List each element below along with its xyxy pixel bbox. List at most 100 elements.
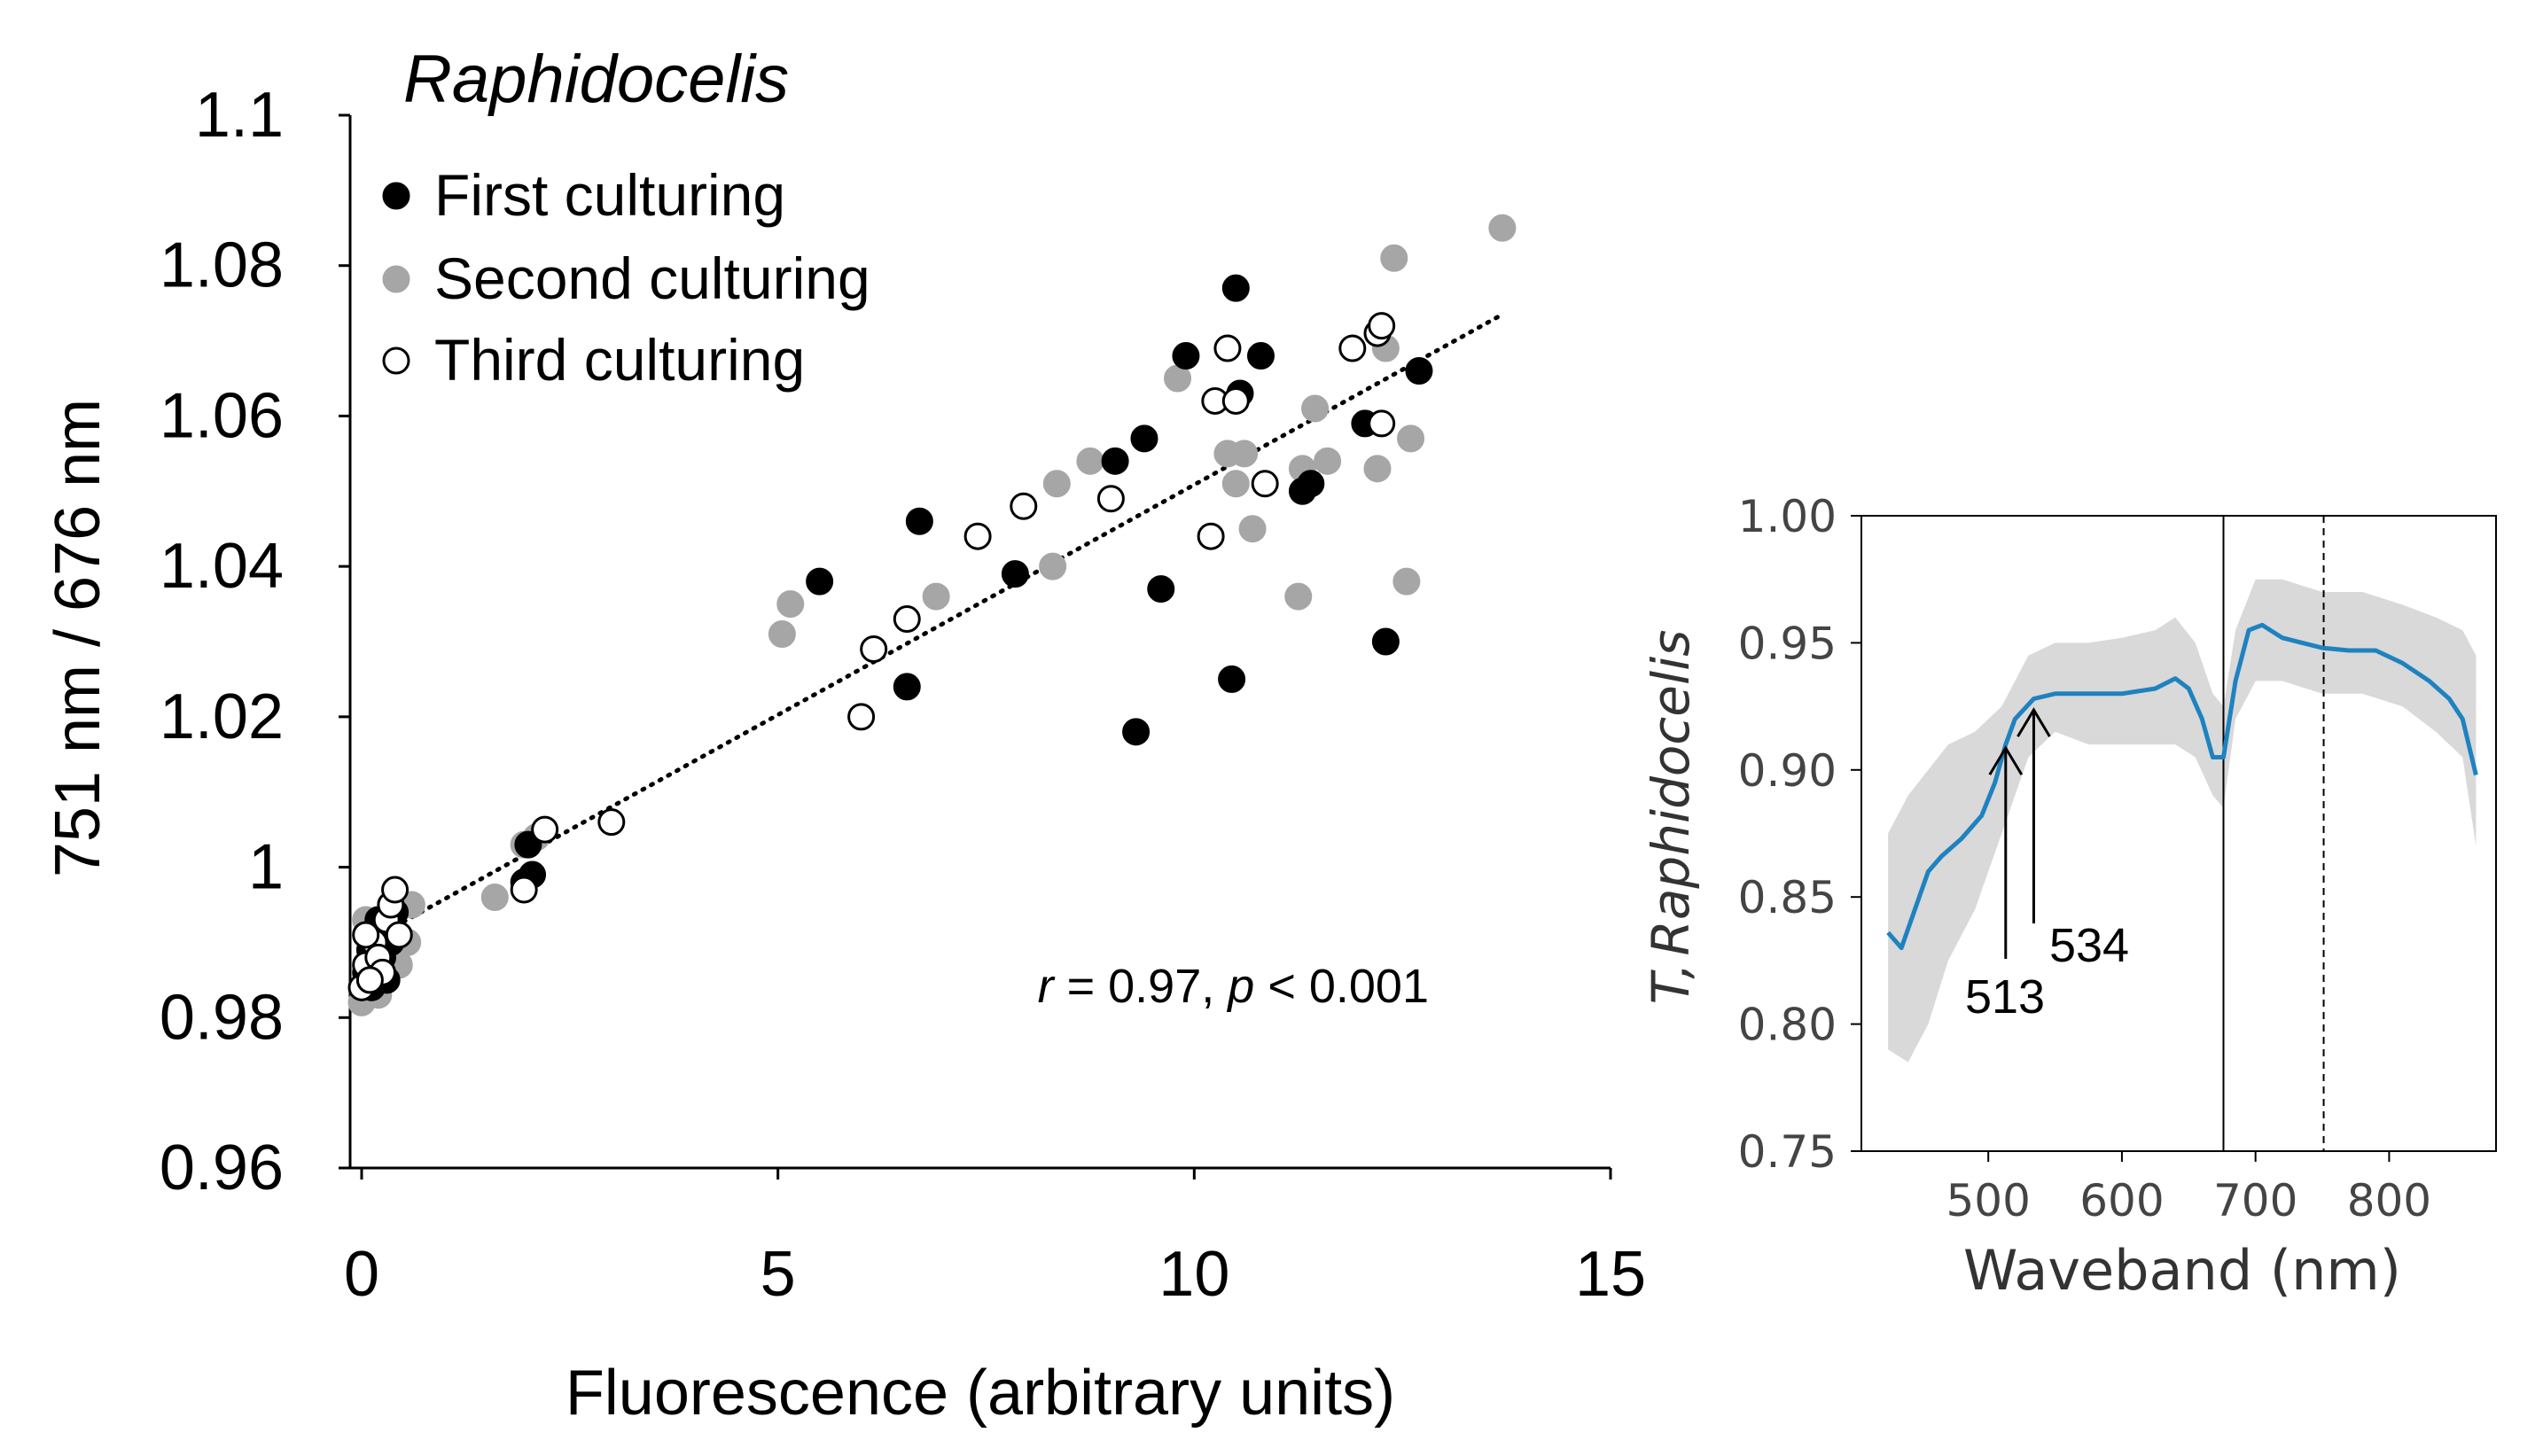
- legend-label-second: Second culturing: [434, 245, 870, 311]
- y-tick-label: 0.75: [1738, 1126, 1837, 1178]
- y-tick-label: 1.04: [160, 531, 284, 602]
- point-first-culturing: [1218, 665, 1246, 693]
- point-third-culturing: [860, 635, 888, 663]
- point-second-culturing: [1230, 440, 1259, 468]
- point-second-culturing: [1392, 567, 1421, 596]
- point-third-culturing: [597, 808, 626, 837]
- point-first-culturing: [806, 567, 834, 596]
- point-first-culturing: [1101, 447, 1129, 475]
- scatter-points: [347, 214, 1517, 1016]
- y-tick-label: 1.08: [160, 230, 284, 301]
- point-third-culturing: [847, 703, 876, 731]
- x-tick-label: 15: [1575, 1239, 1646, 1310]
- point-third-culturing: [510, 876, 538, 904]
- y-tick-label: 0.95: [1738, 618, 1837, 669]
- spectrum-y-ticks: 0.75 0.80 0.85 0.90 0.95 1.00: [1738, 491, 1861, 1178]
- point-first-culturing: [1130, 424, 1158, 453]
- x-tick-label: 500: [1946, 1175, 2030, 1226]
- point-third-culturing: [1251, 470, 1279, 498]
- plot-frame: [1860, 515, 2497, 1152]
- spectrum-x-ticks: 500 600 700 800: [1946, 1151, 2431, 1226]
- y-tick-label: 0.96: [160, 1133, 284, 1203]
- point-second-culturing: [1301, 394, 1330, 423]
- y-tick-label: 1.00: [1738, 491, 1837, 542]
- point-second-culturing: [480, 884, 509, 912]
- point-second-culturing: [1363, 455, 1392, 483]
- point-third-culturing: [385, 921, 413, 949]
- arrow-534: 534: [2016, 707, 2129, 972]
- point-third-culturing: [893, 605, 921, 634]
- y-axis-label: 751 nm / 676 nm: [43, 399, 113, 877]
- point-third-culturing: [1368, 409, 1396, 438]
- point-second-culturing: [1039, 552, 1067, 580]
- point-second-culturing: [1380, 244, 1408, 272]
- legend: First culturing Second culturing Third c…: [382, 162, 870, 393]
- legend-marker-second: [382, 265, 410, 293]
- point-first-culturing: [893, 673, 921, 701]
- y-tick-label: 0.85: [1738, 872, 1837, 923]
- x-tick-label: 5: [761, 1239, 796, 1310]
- point-third-culturing: [1010, 492, 1038, 520]
- point-second-culturing: [776, 590, 805, 619]
- point-second-culturing: [1397, 424, 1425, 453]
- scatter-panel: Raphidocelis 0.96 0.98 1 1.02 1.04 1.06 1.08 1.…: [43, 42, 1646, 1429]
- transmittance-mean-line: [1886, 622, 2478, 951]
- point-third-culturing: [531, 815, 559, 844]
- legend-label-first: First culturing: [434, 162, 785, 228]
- x-tick-label: 0: [344, 1239, 379, 1310]
- point-second-culturing: [1164, 364, 1192, 393]
- x-tick-label: 10: [1158, 1239, 1229, 1310]
- point-third-culturing: [352, 921, 380, 949]
- x-tick-label: 700: [2213, 1175, 2297, 1226]
- point-second-culturing: [1314, 447, 1342, 475]
- point-third-culturing: [1197, 522, 1225, 550]
- arrow-label: 534: [2049, 919, 2129, 972]
- point-third-culturing: [963, 522, 992, 550]
- point-third-culturing: [381, 876, 410, 904]
- x-axis-ticks: 0 5 10 15: [344, 1168, 1646, 1310]
- y-tick-label: 1.1: [195, 80, 284, 151]
- legend-marker-first: [382, 182, 410, 210]
- spectrum-x-axis-label: Waveband (nm): [1963, 1238, 2401, 1303]
- x-tick-label: 600: [2079, 1175, 2164, 1226]
- scatter-title: Raphidocelis: [403, 42, 789, 117]
- point-first-culturing: [1147, 575, 1175, 603]
- point-third-culturing: [1338, 334, 1367, 362]
- y-tick-label: 1: [248, 832, 284, 903]
- y-tick-label: 0.80: [1738, 1000, 1837, 1051]
- point-second-culturing: [922, 582, 950, 611]
- point-second-culturing: [768, 620, 796, 649]
- point-first-culturing: [1221, 274, 1250, 302]
- point-second-culturing: [1488, 214, 1517, 242]
- point-second-culturing: [1221, 470, 1250, 498]
- y-tick-label: 1.02: [160, 681, 284, 752]
- y-tick-label: 1.06: [160, 380, 284, 451]
- arrow-label: 513: [1965, 970, 2045, 1024]
- correlation-annotation: r = 0.97, p < 0.001: [1038, 960, 1429, 1013]
- point-second-culturing: [1042, 470, 1071, 498]
- x-axis-label: Fluorescence (arbitrary units): [566, 1358, 1395, 1429]
- point-first-culturing: [1405, 357, 1433, 385]
- point-first-culturing: [1172, 342, 1200, 370]
- point-first-culturing: [1246, 342, 1275, 370]
- point-third-culturing: [1213, 334, 1242, 362]
- point-third-culturing: [1221, 386, 1250, 415]
- legend-marker-third: [382, 346, 410, 375]
- point-first-culturing: [1297, 470, 1325, 498]
- point-second-culturing: [1284, 582, 1313, 611]
- y-axis-ticks: 0.96 0.98 1 1.02 1.04 1.06 1.08 1.1: [160, 80, 350, 1203]
- x-tick-label: 800: [2347, 1175, 2431, 1226]
- point-third-culturing: [1096, 485, 1125, 513]
- legend-label-third: Third culturing: [434, 327, 805, 393]
- point-first-culturing: [1122, 718, 1151, 746]
- point-third-culturing: [1368, 312, 1396, 340]
- point-first-culturing: [1001, 560, 1029, 588]
- point-first-culturing: [905, 507, 933, 535]
- point-third-culturing: [355, 966, 384, 994]
- y-tick-label: 0.98: [160, 982, 284, 1053]
- spectrum-panel: 0.75 0.80 0.85 0.90 0.95 1.00 500 600 700 800 51…: [1641, 491, 2497, 1303]
- arrow-513: 513: [1965, 745, 2045, 1024]
- y-tick-label: 0.90: [1738, 745, 1837, 797]
